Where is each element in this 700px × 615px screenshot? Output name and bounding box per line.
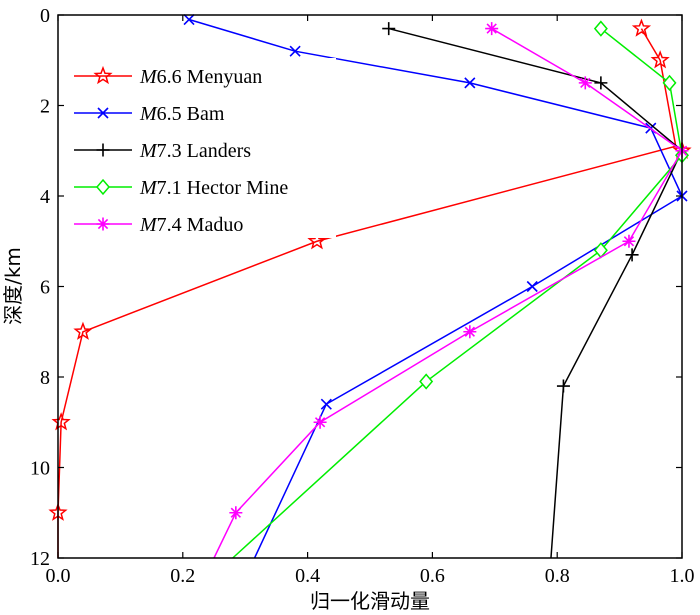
- legend-label-prefix: M: [139, 214, 158, 236]
- series-3: [232, 20, 689, 559]
- data-point-marker: [382, 22, 396, 36]
- x-tick-label: 1.0: [670, 565, 695, 587]
- y-tick-label: 2: [40, 96, 50, 118]
- data-point-marker: [464, 77, 476, 89]
- y-tick-label: 8: [40, 367, 50, 389]
- data-point-marker: [229, 506, 243, 520]
- legend-label-rest: 7.3 Landers: [157, 140, 252, 162]
- series-2: [382, 22, 689, 559]
- legend-label-prefix: M: [139, 140, 158, 162]
- data-point-marker: [622, 234, 636, 248]
- legend-item: M7.3 Landers: [74, 140, 251, 162]
- legend-label: M7.3 Landers: [139, 140, 251, 162]
- legend-item: M6.6 Menyuan: [74, 65, 262, 88]
- legend-box: [64, 58, 336, 238]
- y-tick-label: 12: [30, 548, 50, 570]
- data-point-marker: [51, 412, 71, 431]
- x-tick-label: 0.4: [295, 565, 320, 587]
- y-tick-label: 0: [40, 5, 50, 27]
- data-point-marker: [526, 280, 538, 293]
- data-point-marker: [73, 321, 93, 340]
- legend-item: M7.1 Hector Mine: [74, 177, 288, 199]
- legend-marker: [96, 178, 110, 196]
- data-point-marker: [289, 45, 301, 57]
- legend-label: M7.1 Hector Mine: [139, 177, 288, 199]
- legend-label-rest: 6.6 Menyuan: [157, 66, 263, 88]
- data-point-marker: [650, 50, 670, 69]
- legend-label-prefix: M: [139, 66, 158, 88]
- data-point-marker: [313, 415, 327, 429]
- series-1: [183, 13, 688, 559]
- legend-label-prefix: M: [139, 177, 158, 199]
- data-point-marker: [594, 76, 608, 90]
- legend-marker: [96, 217, 110, 231]
- data-point-marker: [556, 379, 570, 393]
- series-line: [388, 27, 683, 559]
- series-line: [188, 18, 683, 559]
- legend-label-rest: 7.1 Hector Mine: [157, 177, 289, 199]
- legend-label: M7.4 Maduo: [139, 214, 243, 236]
- series-line: [213, 27, 683, 559]
- data-point-marker: [578, 76, 592, 90]
- x-tick-label: 0.0: [46, 565, 71, 587]
- data-point-marker: [183, 13, 195, 26]
- legend-marker: [96, 143, 110, 157]
- data-point-marker: [419, 373, 434, 390]
- legend-marker: [93, 65, 113, 85]
- y-tick-label: 6: [40, 277, 50, 299]
- data-point-marker: [320, 398, 332, 410]
- y-axis-title: 深度/km: [1, 247, 25, 325]
- legend-item: M7.4 Maduo: [74, 214, 243, 236]
- x-tick-label: 0.8: [545, 565, 570, 587]
- legend-label: M6.6 Menyuan: [139, 66, 262, 88]
- legend-label-rest: 7.4 Maduo: [157, 214, 244, 236]
- data-point-marker: [625, 248, 639, 262]
- legend-label-prefix: M: [139, 103, 158, 125]
- y-tick-label: 4: [40, 186, 50, 208]
- data-point-marker: [593, 20, 608, 37]
- y-tick-label: 10: [30, 458, 50, 480]
- data-point-marker: [485, 22, 499, 36]
- series-layer: [48, 13, 692, 559]
- data-point-marker: [463, 325, 477, 339]
- x-tick-label: 0.2: [170, 565, 195, 587]
- data-point-marker: [631, 18, 652, 37]
- legend-label: M6.5 Bam: [139, 103, 225, 125]
- series-line: [232, 27, 683, 559]
- data-point-marker: [662, 74, 677, 92]
- legend-item: M6.5 Bam: [74, 103, 225, 125]
- data-point-marker: [307, 231, 327, 250]
- x-axis-title: 归一化滑动量: [310, 589, 430, 613]
- legend-marker: [97, 107, 109, 119]
- tick-layer: 0.0 0.2 0.4 0.6 0.8 1.0 0 2 4 6 8 10 12: [30, 5, 695, 587]
- legend-label-rest: 6.5 Bam: [157, 103, 225, 125]
- x-tick-label: 0.6: [420, 565, 445, 587]
